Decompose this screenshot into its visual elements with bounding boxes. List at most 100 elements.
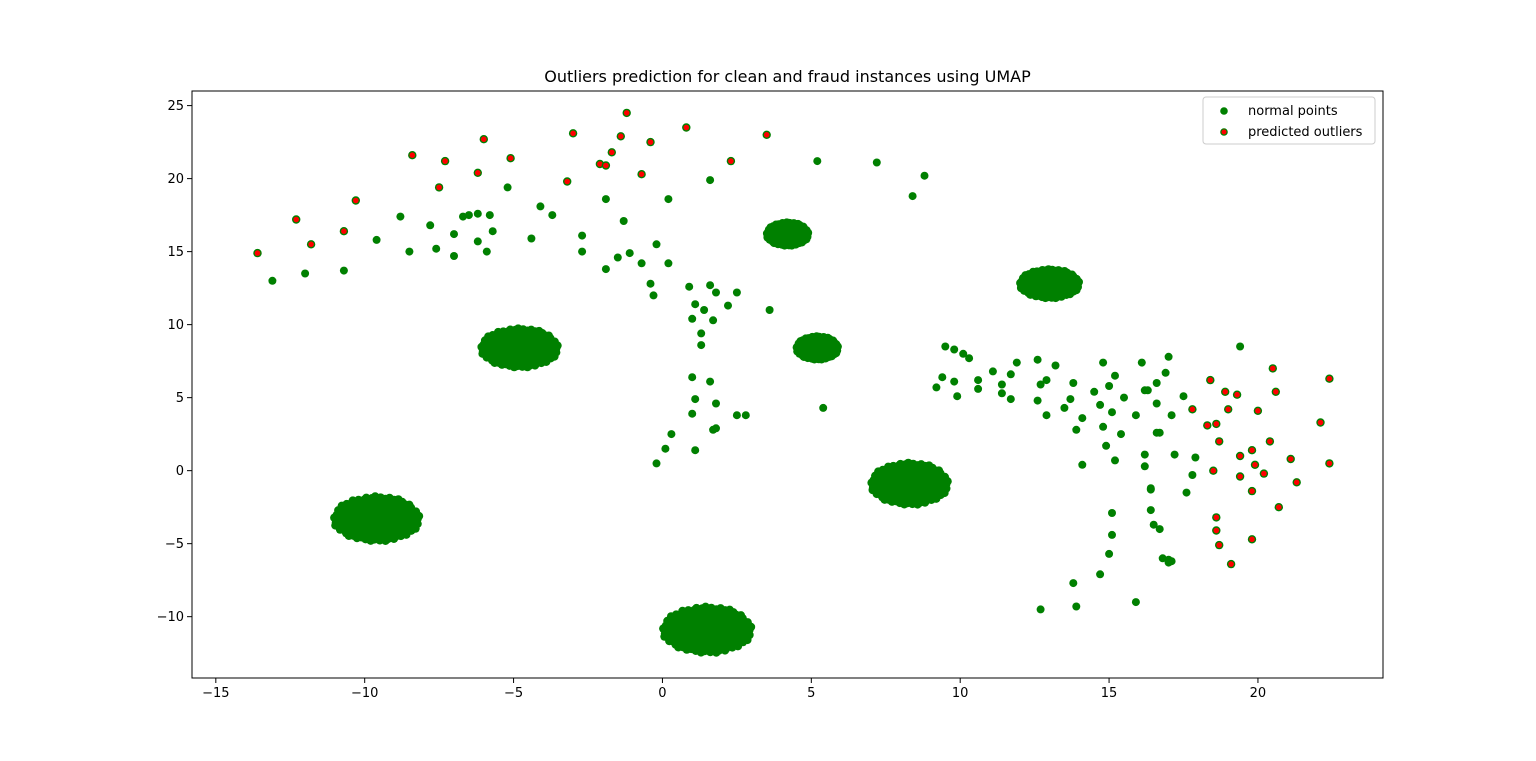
normal-point: [685, 282, 694, 291]
legend-label-normal: normal points: [1248, 104, 1338, 119]
normal-point: [473, 237, 482, 246]
normal-point: [1182, 488, 1191, 497]
y-tick-label: 15: [167, 245, 184, 260]
cluster-point: [544, 331, 553, 340]
normal-point: [432, 244, 441, 253]
normal-point: [712, 399, 720, 408]
outlier-point: [564, 178, 570, 185]
normal-point: [613, 253, 622, 262]
cluster-point: [706, 647, 715, 657]
normal-point: [652, 240, 661, 249]
cluster-point: [746, 622, 756, 632]
cluster-point: [514, 324, 523, 333]
normal-point: [1072, 425, 1081, 434]
cluster-point: [550, 352, 559, 361]
outlier-point: [1237, 453, 1243, 459]
normal-point: [1108, 509, 1116, 517]
cluster-point: [833, 342, 842, 351]
cluster-point: [720, 646, 730, 655]
normal-point: [938, 373, 947, 382]
normal-point: [1012, 358, 1021, 367]
normal-point: [426, 221, 435, 230]
cluster-point: [924, 461, 934, 470]
cluster-point: [940, 488, 949, 498]
cluster-point: [803, 228, 813, 237]
normal-point: [920, 171, 929, 180]
normal-point: [974, 384, 983, 393]
cluster-point: [484, 332, 493, 341]
outlier-point: [1267, 438, 1273, 445]
normal-point: [1146, 485, 1155, 494]
cluster-point: [880, 495, 889, 504]
normal-point: [1060, 403, 1069, 412]
normal-point: [1096, 400, 1105, 409]
normal-point: [1105, 382, 1114, 390]
normal-point: [1072, 602, 1081, 611]
normal-point: [953, 392, 962, 401]
normal-point: [1167, 411, 1176, 420]
normal-point: [536, 202, 545, 211]
x-tick-label: −5: [504, 686, 523, 701]
cluster-point: [402, 530, 411, 539]
axes-frame: [191, 90, 1384, 679]
cluster-point: [896, 459, 905, 469]
legend-marker-outlier: [1221, 129, 1227, 135]
normal-point: [664, 259, 673, 268]
cluster-point: [371, 492, 380, 501]
cluster-point: [701, 602, 710, 611]
outlier-point: [1326, 460, 1333, 467]
cluster-point: [1016, 283, 1026, 293]
outlier-point: [507, 155, 514, 161]
cluster-point: [1072, 285, 1081, 295]
outlier-point: [570, 130, 576, 137]
outlier-point: [683, 124, 690, 131]
normal-point: [950, 345, 959, 354]
outlier-point: [475, 170, 481, 176]
cluster-point: [523, 362, 532, 372]
cluster-point: [381, 536, 390, 545]
normal-point: [688, 409, 697, 418]
normal-point: [813, 157, 822, 166]
normal-point: [688, 314, 697, 323]
cluster-point: [733, 642, 743, 651]
normal-point: [1042, 376, 1051, 385]
cluster-point: [743, 635, 752, 645]
normal-point: [1161, 368, 1170, 377]
normal-point: [724, 301, 732, 310]
normal-point: [932, 383, 941, 392]
cluster-point: [799, 352, 809, 361]
cluster-point: [867, 478, 876, 487]
cluster-point: [868, 485, 877, 495]
outlier-point: [1255, 408, 1261, 414]
outlier-point: [1293, 479, 1300, 486]
normal-point: [485, 211, 494, 220]
cluster-4: [867, 458, 952, 509]
cluster-point: [348, 496, 357, 505]
cluster-point: [1067, 270, 1077, 279]
outlier-point: [1213, 514, 1220, 521]
cluster-point: [1051, 293, 1060, 303]
cluster-point: [823, 333, 832, 343]
cluster-point: [1038, 266, 1047, 275]
x-tick-label: −15: [202, 686, 229, 701]
outlier-point: [1234, 391, 1240, 398]
outlier-point: [1207, 377, 1214, 383]
normal-point: [712, 424, 720, 433]
normal-point: [548, 211, 557, 220]
outlier-point: [1237, 473, 1243, 480]
cluster-point: [660, 632, 669, 641]
x-tick-label: 20: [1250, 686, 1267, 701]
normal-point: [1140, 462, 1149, 471]
normal-point: [1006, 395, 1015, 404]
outlier-point: [609, 149, 615, 156]
outlier-point: [623, 110, 630, 116]
normal-point: [1036, 380, 1045, 389]
cluster-2: [330, 492, 424, 545]
outlier-point: [1276, 504, 1282, 511]
normal-point: [1006, 370, 1015, 379]
normal-point: [649, 291, 658, 300]
cluster-point: [510, 362, 519, 372]
normal-point: [1117, 430, 1125, 439]
outlier-point: [597, 161, 603, 167]
normal-point: [339, 266, 348, 275]
